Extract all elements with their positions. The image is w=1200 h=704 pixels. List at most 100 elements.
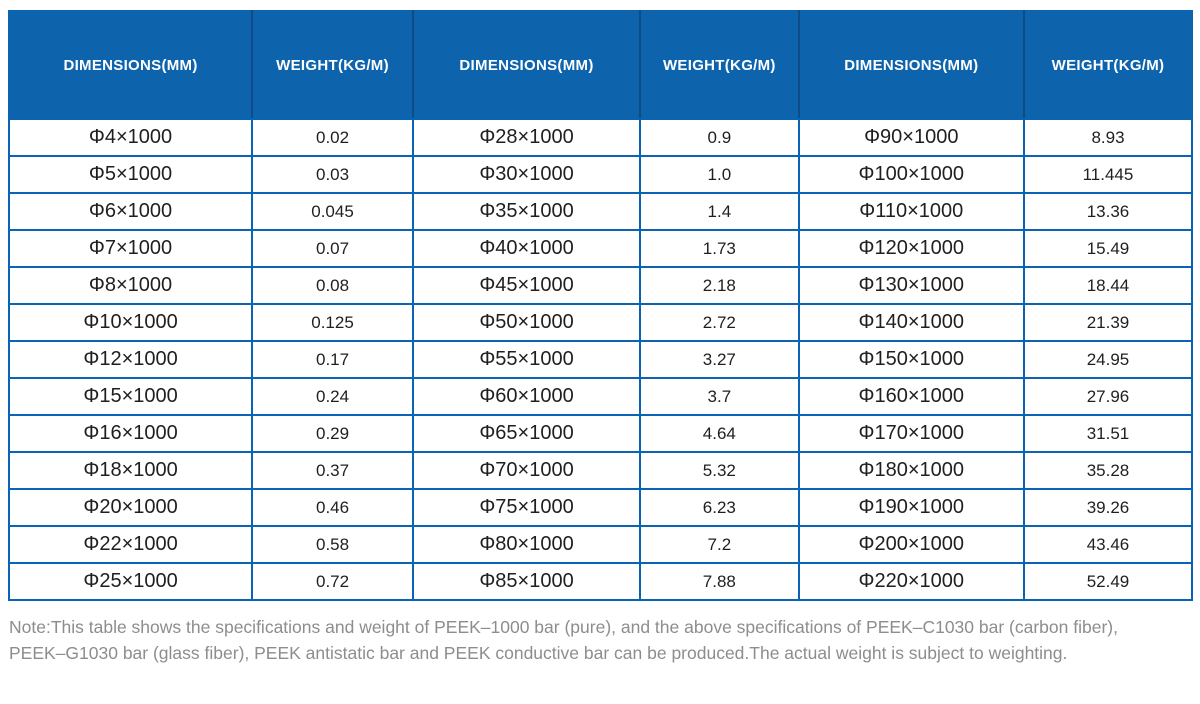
dimension-cell: Φ75×1000 [411,488,642,527]
spec-table: DIMENSIONS(MM) WEIGHT(KG/M) DIMENSIONS(M… [7,10,1194,601]
column-header-weight-2: WEIGHT(KG/M) [639,11,799,120]
weight-cell: 1.73 [639,229,800,268]
weight-cell: 31.51 [1022,414,1194,453]
column-header-weight-3: WEIGHT(KG/M) [1022,11,1192,120]
dimension-cell: Φ25×1000 [7,562,254,601]
table-row: Φ4×1000 0.02 Φ28×1000 0.9 Φ90×1000 8.93 [7,118,1194,157]
weight-cell: 8.93 [1022,118,1194,157]
dimension-cell: Φ28×1000 [411,118,642,157]
dimension-cell: Φ5×1000 [7,155,254,194]
weight-cell: 0.72 [251,562,414,601]
column-header-dimensions-3: DIMENSIONS(MM) [797,11,1024,120]
dimension-cell: Φ35×1000 [411,192,642,231]
weight-cell: 1.4 [639,192,800,231]
dimension-cell: Φ12×1000 [7,340,254,379]
column-header-weight-1: WEIGHT(KG/M) [251,11,413,120]
dimension-cell: Φ50×1000 [411,303,642,342]
weight-cell: 0.58 [251,525,414,564]
weight-cell: 0.17 [251,340,414,379]
weight-cell: 0.03 [251,155,414,194]
weight-cell: 2.18 [639,266,800,305]
header-row: DIMENSIONS(MM) WEIGHT(KG/M) DIMENSIONS(M… [9,11,1192,120]
table-row: Φ16×1000 0.29 Φ65×1000 4.64 Φ170×1000 31.51 [7,414,1194,453]
table-header: DIMENSIONS(MM) WEIGHT(KG/M) DIMENSIONS(M… [9,11,1192,120]
dimension-cell: Φ70×1000 [411,451,642,490]
note-line-2: PEEK–G1030 bar (glass fiber), PEEK antis… [9,643,1068,663]
table-row: Φ5×1000 0.03 Φ30×1000 1.0 Φ100×1000 11.445 [7,155,1194,194]
dimension-cell: Φ8×1000 [7,266,254,305]
dimension-cell: Φ85×1000 [411,562,642,601]
weight-cell: 35.28 [1022,451,1194,490]
dimension-cell: Φ45×1000 [411,266,642,305]
weight-cell: 4.64 [639,414,800,453]
weight-cell: 0.9 [639,118,800,157]
dimension-cell: Φ110×1000 [797,192,1025,231]
dimension-cell: Φ220×1000 [797,562,1025,601]
weight-cell: 5.32 [639,451,800,490]
page: DIMENSIONS(MM) WEIGHT(KG/M) DIMENSIONS(M… [7,10,1194,666]
dimension-cell: Φ200×1000 [797,525,1025,564]
table-row: Φ8×1000 0.08 Φ45×1000 2.18 Φ130×1000 18.44 [7,266,1194,305]
dimension-cell: Φ20×1000 [7,488,254,527]
dimension-cell: Φ90×1000 [797,118,1025,157]
weight-cell: 0.24 [251,377,414,416]
table-row: Φ7×1000 0.07 Φ40×1000 1.73 Φ120×1000 15.49 [7,229,1194,268]
table-row: Φ15×1000 0.24 Φ60×1000 3.7 Φ160×1000 27.96 [7,377,1194,416]
note-text: Note:This table shows the specifications… [9,614,1193,666]
table-body: Φ4×1000 0.02 Φ28×1000 0.9 Φ90×1000 8.93 Φ5×100… [7,118,1194,601]
weight-cell: 0.08 [251,266,414,305]
dimension-cell: Φ100×1000 [797,155,1025,194]
table-row: Φ25×1000 0.72 Φ85×1000 7.88 Φ220×1000 52.49 [7,562,1194,601]
weight-cell: 0.07 [251,229,414,268]
table-row: Φ10×1000 0.125 Φ50×1000 2.72 Φ140×1000 21.39 [7,303,1194,342]
weight-cell: 0.29 [251,414,414,453]
dimension-cell: Φ130×1000 [797,266,1025,305]
weight-cell: 0.37 [251,451,414,490]
dimension-cell: Φ60×1000 [411,377,642,416]
dimension-cell: Φ40×1000 [411,229,642,268]
dimension-cell: Φ7×1000 [7,229,254,268]
table-row: Φ20×1000 0.46 Φ75×1000 6.23 Φ190×1000 39.26 [7,488,1194,527]
weight-cell: 43.46 [1022,525,1194,564]
dimension-cell: Φ16×1000 [7,414,254,453]
dimension-cell: Φ65×1000 [411,414,642,453]
weight-cell: 39.26 [1022,488,1194,527]
dimension-cell: Φ6×1000 [7,192,254,231]
dimension-cell: Φ150×1000 [797,340,1025,379]
weight-cell: 0.125 [251,303,414,342]
weight-cell: 2.72 [639,303,800,342]
dimension-cell: Φ140×1000 [797,303,1025,342]
weight-cell: 24.95 [1022,340,1194,379]
note-line-1: Note:This table shows the specifications… [9,617,1118,637]
weight-cell: 0.045 [251,192,414,231]
dimension-cell: Φ4×1000 [7,118,254,157]
weight-cell: 0.46 [251,488,414,527]
weight-cell: 7.2 [639,525,800,564]
weight-cell: 13.36 [1022,192,1194,231]
weight-cell: 3.7 [639,377,800,416]
weight-cell: 15.49 [1022,229,1194,268]
weight-cell: 27.96 [1022,377,1194,416]
weight-cell: 6.23 [639,488,800,527]
weight-cell: 0.02 [251,118,414,157]
table-row: Φ6×1000 0.045 Φ35×1000 1.4 Φ110×1000 13.36 [7,192,1194,231]
dimension-cell: Φ170×1000 [797,414,1025,453]
weight-cell: 1.0 [639,155,800,194]
weight-cell: 18.44 [1022,266,1194,305]
weight-cell: 3.27 [639,340,800,379]
dimension-cell: Φ120×1000 [797,229,1025,268]
dimension-cell: Φ22×1000 [7,525,254,564]
table-row: Φ22×1000 0.58 Φ80×1000 7.2 Φ200×1000 43.46 [7,525,1194,564]
weight-cell: 21.39 [1022,303,1194,342]
dimension-cell: Φ10×1000 [7,303,254,342]
dimension-cell: Φ180×1000 [797,451,1025,490]
dimension-cell: Φ18×1000 [7,451,254,490]
dimension-cell: Φ160×1000 [797,377,1025,416]
dimension-cell: Φ80×1000 [411,525,642,564]
dimension-cell: Φ55×1000 [411,340,642,379]
table-row: Φ12×1000 0.17 Φ55×1000 3.27 Φ150×1000 24.95 [7,340,1194,379]
dimension-cell: Φ190×1000 [797,488,1025,527]
weight-cell: 11.445 [1022,155,1194,194]
weight-cell: 52.49 [1022,562,1194,601]
dimension-cell: Φ30×1000 [411,155,642,194]
